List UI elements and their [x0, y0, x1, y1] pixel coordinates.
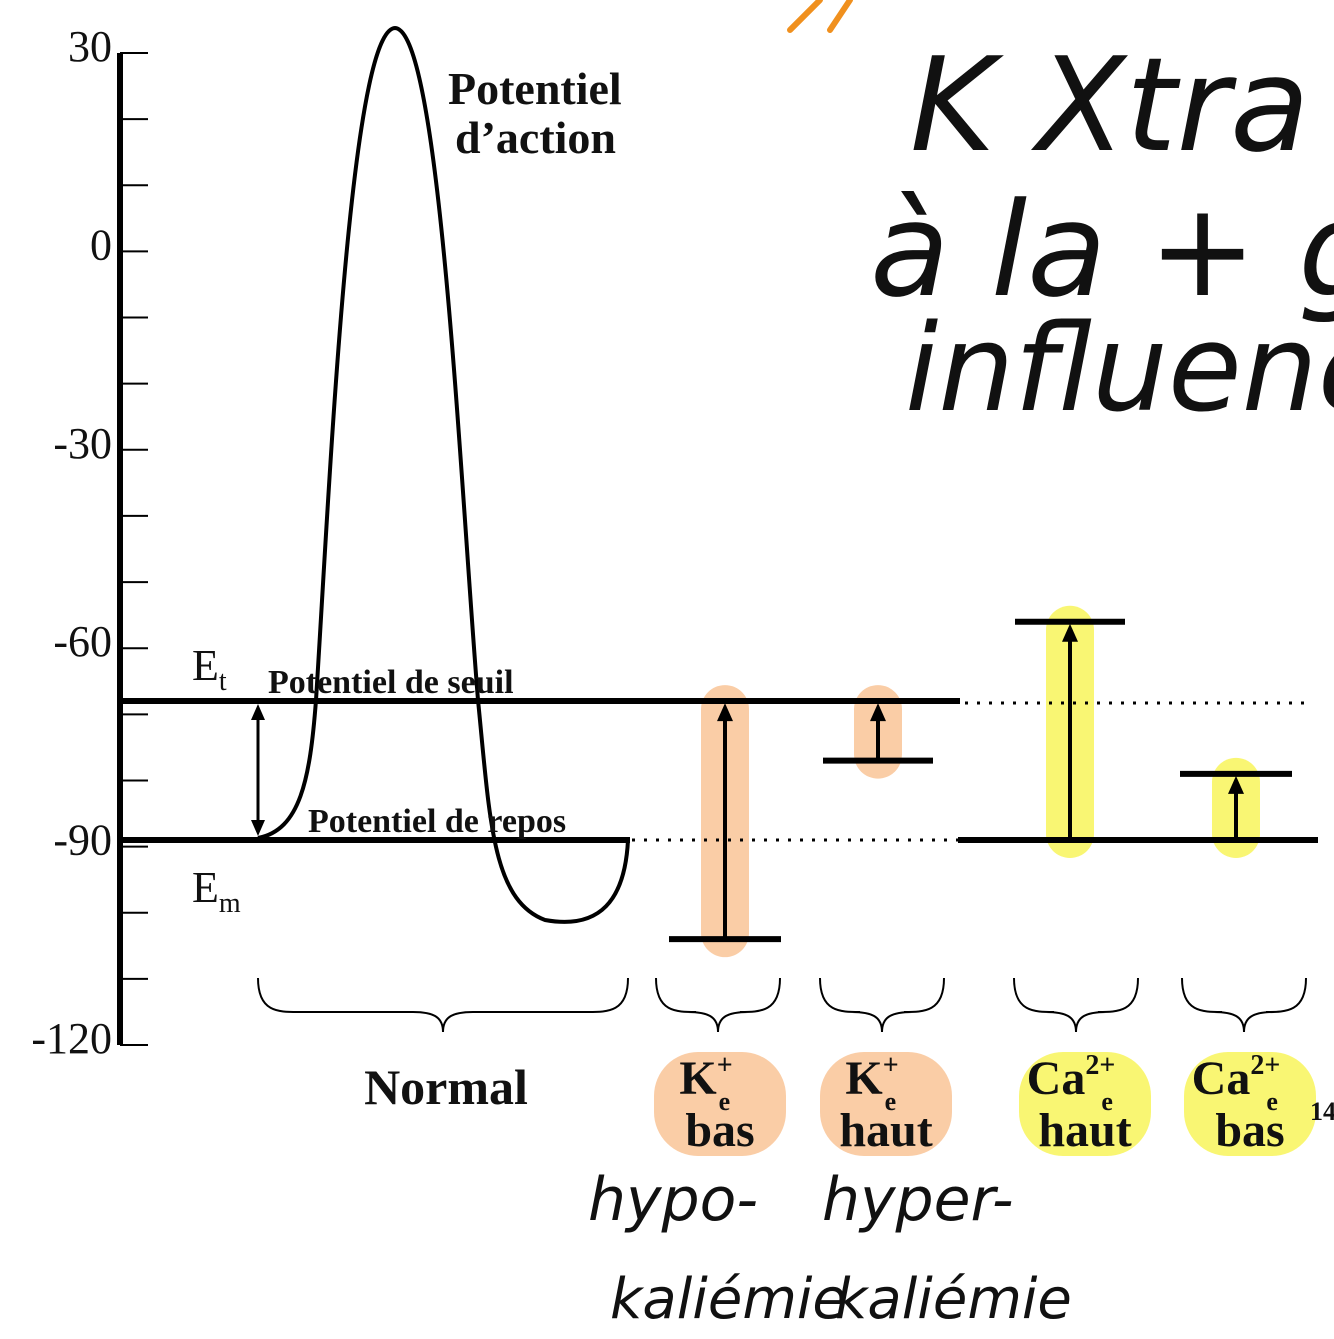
ca-high-ion-label: Ca2+ e — [1027, 1050, 1116, 1116]
ca-low-state-label: bas — [1215, 1104, 1284, 1157]
k-high-brace — [819, 977, 945, 1033]
k-high-state-label: haut — [839, 1104, 932, 1157]
action-potential-label-line2: d’action — [455, 112, 616, 163]
et-em-arrow-head-down — [251, 820, 265, 836]
et-em-arrow-head-up — [251, 704, 265, 720]
y-tick-label--30: -30 — [53, 419, 112, 468]
k-high-ion-label: K+ e — [845, 1050, 898, 1116]
ca-high-brace — [1013, 977, 1139, 1033]
action-potential-label-line1: Potentiel — [448, 63, 622, 114]
k-low-label-highlight — [654, 1052, 786, 1156]
hand-note-k-low-line2: kaliémie — [610, 1267, 847, 1332]
k-high-label-highlight — [820, 1052, 952, 1156]
ca-low-label-highlight — [1184, 1052, 1316, 1156]
y-tick-label-0: 0 — [90, 220, 112, 269]
hand-note-mid: à la + gr — [870, 174, 1334, 326]
ca-high-arrow-head — [1062, 623, 1078, 642]
k-low-ion-label: K+ e — [679, 1050, 732, 1116]
y-tick-label--60: -60 — [53, 617, 112, 666]
k-high-arrow-head — [870, 703, 886, 722]
y-tick-label-30: 30 — [68, 22, 112, 71]
ca-low-brace — [1181, 977, 1307, 1033]
threshold-label: Potentiel de seuil — [268, 664, 514, 701]
rest-label: Potentiel de repos — [308, 803, 566, 840]
handwritten-notes: hypo- kaliémie hyper- kaliémie K Xtra à … — [588, 0, 1334, 1332]
k-low-state-label: bas — [685, 1104, 754, 1157]
hand-note-top: K Xtra — [910, 29, 1310, 181]
cutoff-superscript: 14 — [1310, 1097, 1334, 1126]
ca-low-ion-label: Ca2+ e — [1192, 1050, 1281, 1116]
hand-note-k-high-line2: kaliémie — [835, 1267, 1072, 1332]
hand-stroke-top-fragment — [787, 0, 853, 33]
y-axis-ticks: 30 0 -30 -60 -90 -120 — [31, 22, 148, 1063]
hand-note-k-low-line1: hypo- — [588, 1165, 758, 1235]
ion-bars — [669, 618, 1292, 943]
hand-note-k-high-line1: hyper- — [822, 1165, 1014, 1235]
ca-high-label-highlight — [1019, 1052, 1151, 1156]
ca-high-state-label: haut — [1038, 1104, 1131, 1157]
normal-brace — [257, 977, 629, 1033]
y-tick-label--90: -90 — [53, 816, 112, 865]
ca-low-arrow-head — [1228, 775, 1244, 794]
y-tick-label--120: -120 — [31, 1014, 112, 1063]
normal-group-label: Normal — [364, 1059, 528, 1115]
k-low-brace — [655, 977, 781, 1033]
hand-note-bottom: influence — [905, 300, 1334, 439]
group-braces — [257, 977, 1307, 1033]
et-label: Et — [192, 641, 227, 697]
em-label: Em — [192, 863, 241, 919]
k-low-arrow-head — [717, 703, 733, 722]
action-potential-curve — [257, 25, 630, 924]
